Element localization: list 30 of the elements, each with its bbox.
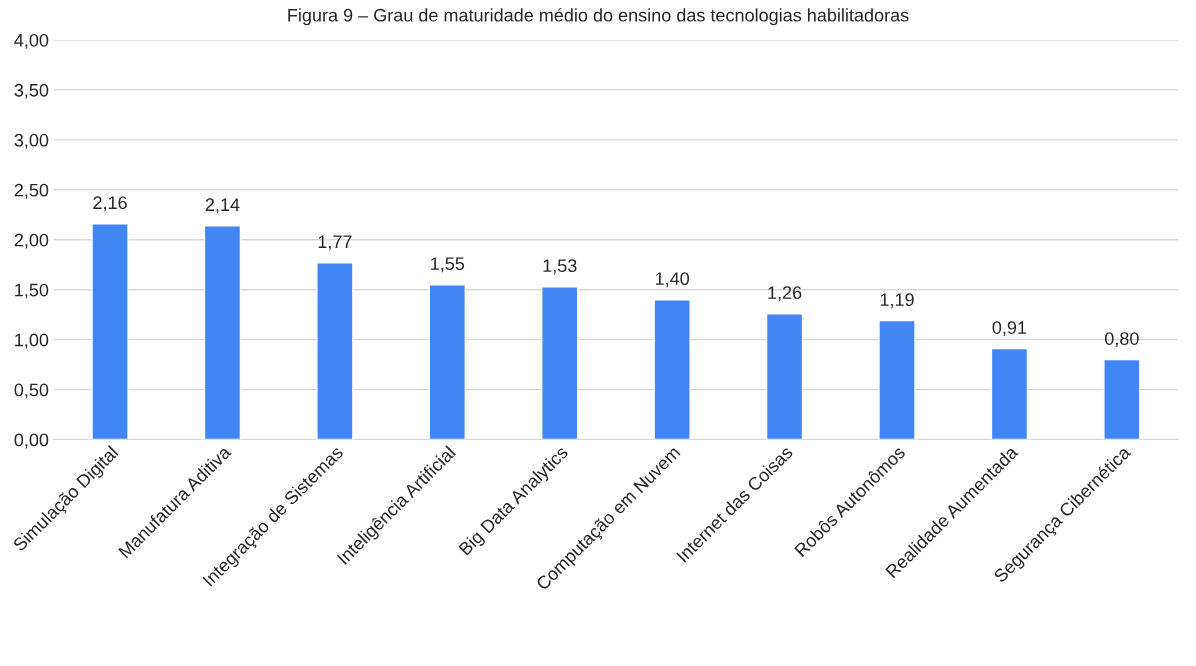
data-label: 0,91	[992, 321, 1027, 337]
data-label: 1,55	[431, 257, 465, 273]
data-label: 1,26	[768, 286, 802, 302]
bar	[765, 312, 804, 440]
bar	[541, 286, 579, 440]
data-label: 0,80	[1104, 332, 1139, 348]
y-tick-label: 2,50	[14, 183, 49, 199]
bar	[203, 225, 242, 440]
data-label: 1,53	[543, 259, 577, 275]
bar	[428, 284, 466, 440]
y-tick-label: 2,00	[14, 233, 49, 249]
data-label: 1,19	[880, 293, 914, 309]
bar	[878, 319, 916, 440]
y-tick-label: 0,50	[14, 383, 49, 399]
bar	[316, 262, 354, 440]
y-tick-label: 1,50	[15, 283, 49, 299]
data-label: 1,40	[655, 272, 690, 288]
chart-title: Figura 9 – Grau de maturidade médio do ensino das tecnologias habilitadoras	[288, 8, 909, 26]
bar	[91, 223, 129, 440]
bar	[1103, 358, 1141, 440]
bar	[653, 299, 691, 440]
y-tick-label: 3,00	[14, 133, 49, 149]
y-tick-label: 4,00	[14, 33, 49, 49]
y-tick-label: 0,00	[14, 433, 49, 449]
bar	[990, 347, 1029, 440]
data-label: 2,16	[93, 196, 127, 212]
data-label: 1,77	[318, 235, 352, 251]
data-label: 2,14	[205, 198, 240, 214]
y-tick-label: 3,50	[14, 83, 49, 99]
y-tick-label: 1,00	[15, 333, 49, 349]
